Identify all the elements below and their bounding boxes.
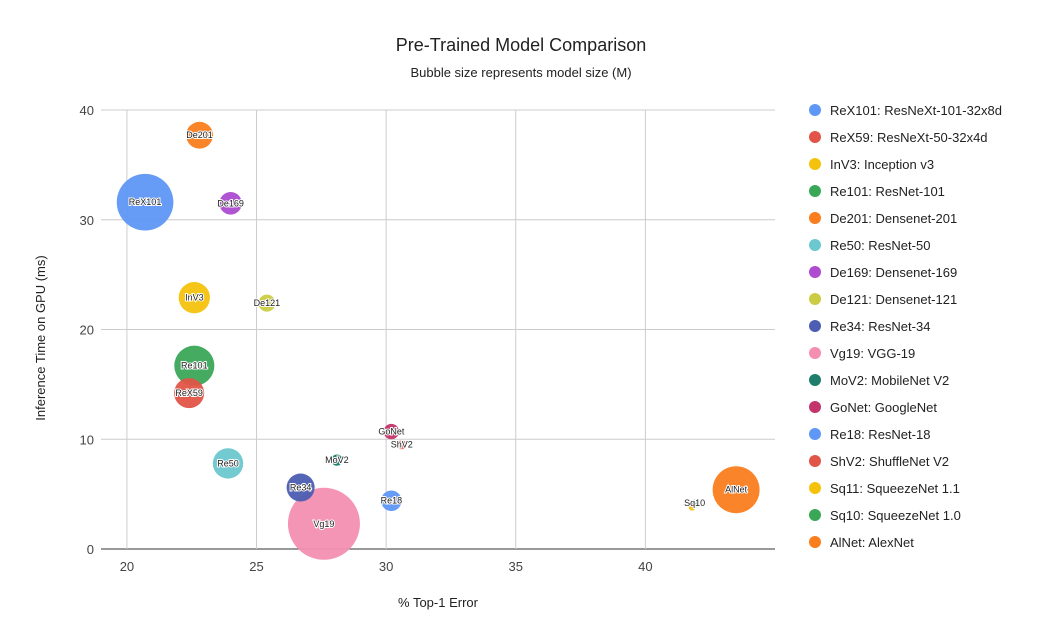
- bubbles: Vg19 ReX101 AlNet Re101 InV3 Re50 ReX59 Re34 De2…: [116, 121, 760, 560]
- bubble-label: MoV2: [325, 455, 349, 465]
- bubble-vg19: [287, 487, 360, 560]
- legend-swatch: [809, 266, 821, 278]
- legend-swatch: [809, 509, 821, 521]
- y-tick-label: 10: [80, 432, 94, 447]
- bubble-label: AlNet: [725, 485, 748, 495]
- x-tick-label: 25: [249, 559, 263, 574]
- legend-entry: Sq10: SqueezeNet 1.0: [830, 508, 961, 523]
- bubble-label: Re34: [290, 483, 312, 493]
- legend-entry: Re34: ResNet-34: [830, 319, 930, 334]
- y-tick-label: 30: [80, 213, 94, 228]
- bubble-sq10: [691, 499, 698, 507]
- y-tick-label: 0: [87, 542, 94, 557]
- legend-entry: MoV2: MobileNet V2: [830, 373, 949, 388]
- bubble-mov2: [331, 454, 343, 466]
- legend-entry: GoNet: GoogleNet: [830, 400, 937, 415]
- legend-swatch: [809, 212, 821, 224]
- bubble-inv3: [178, 282, 210, 314]
- legend-swatch: [809, 104, 821, 116]
- legend-entry: Sq11: SqueezeNet 1.1: [830, 481, 960, 496]
- legend-entry: AlNet: AlexNet: [830, 535, 914, 550]
- bubble-label: ReX59: [175, 388, 203, 398]
- legend-swatch: [809, 482, 821, 494]
- x-axis-label: % Top-1 Error: [398, 595, 479, 610]
- x-tick-label: 35: [509, 559, 523, 574]
- legend-entry: ReX101: ResNeXt-101-32x8d: [830, 103, 1002, 118]
- chart-title: Pre-Trained Model Comparison: [396, 35, 646, 55]
- legend-swatch: [809, 347, 821, 359]
- legend-swatch: [809, 158, 821, 170]
- bubble-shv2: [397, 440, 407, 450]
- legend: ReX101: ResNeXt-101-32x8d ReX59: ResNeXt-…: [809, 103, 1002, 550]
- bubble-label: Sq10: [684, 498, 705, 508]
- legend-entry: InV3: Inception v3: [830, 157, 934, 172]
- bubble-label: Vg19: [313, 519, 334, 529]
- grid: [101, 109, 775, 550]
- bubble-re50: [212, 448, 244, 479]
- legend-entry: Re18: ResNet-18: [830, 427, 930, 442]
- legend-entry: Re101: ResNet-101: [830, 184, 945, 199]
- bubble-label: ReX101: [129, 197, 162, 207]
- chart-subtitle: Bubble size represents model size (M): [410, 65, 631, 80]
- legend-entry: Re50: ResNet-50: [830, 238, 930, 253]
- legend-entry: De201: Densenet-201: [830, 211, 957, 226]
- x-tick-label: 30: [379, 559, 393, 574]
- bubble-label: Re18: [381, 496, 403, 506]
- bubble-de121: [258, 294, 276, 312]
- bubble-re101: [174, 345, 215, 386]
- legend-swatch: [809, 320, 821, 332]
- legend-swatch: [809, 401, 821, 413]
- y-tick-label: 40: [80, 103, 94, 118]
- bubble-gonet: [383, 423, 400, 440]
- legend-entry: ShV2: ShuffleNet V2: [830, 454, 949, 469]
- axis-ticks: 0 10 20 30 40 20 25 30 35 40: [80, 103, 653, 574]
- legend-swatch: [809, 239, 821, 251]
- legend-swatch: [809, 374, 821, 386]
- bubble-label: De121: [254, 298, 281, 308]
- y-axis-label: Inference Time on GPU (ms): [33, 255, 48, 420]
- bubble-re18: [381, 490, 402, 511]
- bubble-rex59: [174, 378, 205, 409]
- y-tick-label: 20: [80, 323, 94, 338]
- legend-swatch: [809, 428, 821, 440]
- bubble-de169: [219, 192, 242, 215]
- bubble-label: De201: [186, 130, 213, 140]
- legend-swatch: [809, 536, 821, 548]
- legend-swatch: [809, 185, 821, 197]
- legend-swatch: [809, 293, 821, 305]
- legend-entry: De169: Densenet-169: [830, 265, 957, 280]
- x-tick-label: 40: [638, 559, 652, 574]
- legend-swatch: [809, 455, 821, 467]
- bubble-de201: [186, 121, 213, 149]
- legend-entry: ReX59: ResNeXt-50-32x4d: [830, 130, 988, 145]
- bubble-re34: [286, 473, 315, 502]
- legend-entry: Vg19: VGG-19: [830, 346, 915, 361]
- bubble-label: Re50: [217, 458, 239, 468]
- bubble-label: GoNet: [378, 427, 405, 437]
- legend-swatch: [809, 131, 821, 143]
- x-tick-label: 20: [120, 559, 134, 574]
- bubble-label: ShV2: [391, 440, 413, 450]
- legend-entry: De121: Densenet-121: [830, 292, 957, 307]
- bubble-label: InV3: [185, 293, 204, 303]
- bubble-label: De169: [217, 198, 244, 208]
- bubble-alnet: [712, 466, 760, 514]
- bubble-rex101: [116, 173, 174, 231]
- bubble-label: Re101: [181, 361, 208, 371]
